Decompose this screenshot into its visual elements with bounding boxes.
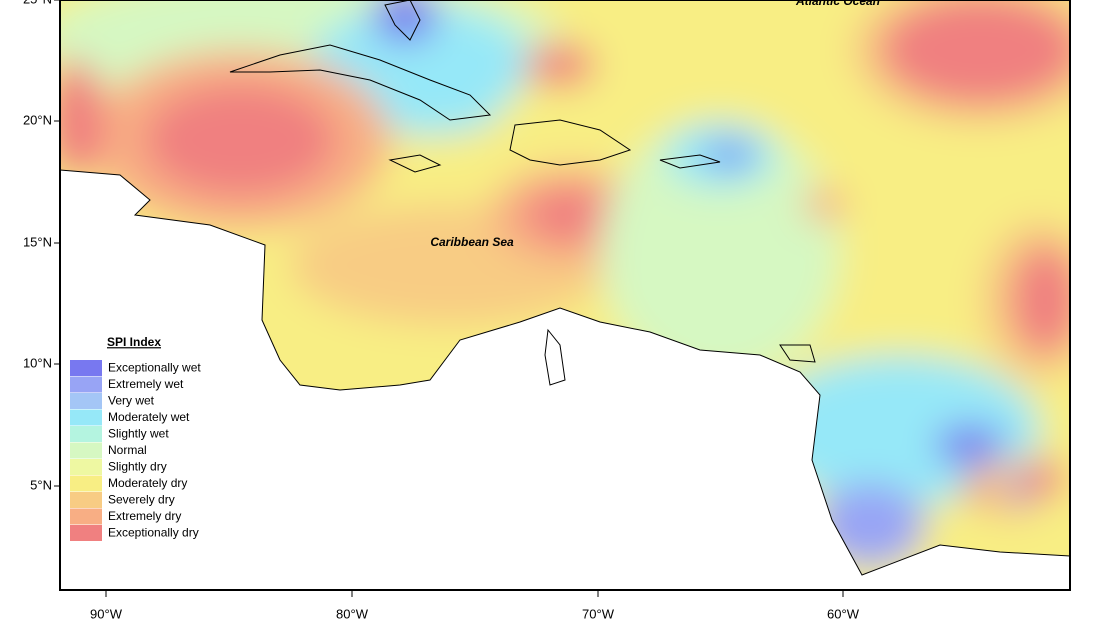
sea-label: Caribbean Sea [430, 235, 514, 249]
legend-title: SPI Index [107, 335, 161, 349]
lon-label: 70°W [582, 606, 615, 621]
map-frame [59, 0, 1071, 591]
spi-patch [600, 120, 840, 380]
legend: SPI Index Exceptionally wet Extremely wet… [64, 330, 201, 550]
legend-label: Slightly wet [108, 427, 169, 441]
lat-label: 5°N [30, 477, 52, 492]
legend-label: Extremely wet [108, 377, 184, 391]
spi-patch [60, 60, 105, 180]
spi-patch [803, 189, 847, 221]
legend-label: Normal [108, 443, 147, 457]
spi-patch [760, 355, 1040, 505]
lon-label: 90°W [90, 606, 123, 621]
legend-swatch [70, 376, 102, 393]
lat-label: 20°N [23, 112, 52, 127]
spi-patch [963, 472, 987, 504]
legend-label: Slightly dry [108, 460, 167, 474]
island-outlines [229, 0, 816, 386]
spi-patch [935, 425, 1005, 465]
legend-label: Exceptionally dry [108, 526, 199, 540]
legend-label: Moderately dry [108, 476, 187, 490]
legend-swatch [70, 508, 102, 525]
spi-patch [360, 85, 500, 135]
legend-label: Exceptionally wet [108, 361, 201, 375]
lat-label: 10°N [23, 355, 52, 370]
legend-swatch [70, 475, 102, 492]
spi-patch [1010, 245, 1070, 355]
legend-swatch [70, 393, 102, 409]
lon-label: 60°W [827, 606, 860, 621]
legend-swatch [70, 525, 102, 541]
ocean-label: Atlantic Ocean [795, 0, 880, 8]
legend-label: Severely dry [108, 493, 175, 507]
legend-swatch [70, 426, 102, 442]
lon-label: 80°W [336, 606, 369, 621]
legend-label: Moderately wet [108, 410, 190, 424]
spi-patch [525, 43, 595, 87]
legend-swatch [70, 409, 102, 426]
lat-label: 25°N [23, 0, 52, 6]
spi-patch [1023, 460, 1067, 496]
legend-label: Extremely dry [108, 509, 181, 523]
legend-swatch [70, 442, 102, 459]
spi-patch [525, 187, 615, 243]
lat-label: 15°N [23, 234, 52, 249]
legend-swatch [70, 492, 102, 508]
legend-label: Very wet [108, 394, 155, 408]
legend-swatch [70, 360, 102, 376]
legend-swatch [70, 459, 102, 475]
spi-patch [373, 0, 437, 43]
spi-patch [145, 85, 335, 195]
spi-patch [880, 0, 1070, 105]
spi-patch [1008, 478, 1028, 502]
